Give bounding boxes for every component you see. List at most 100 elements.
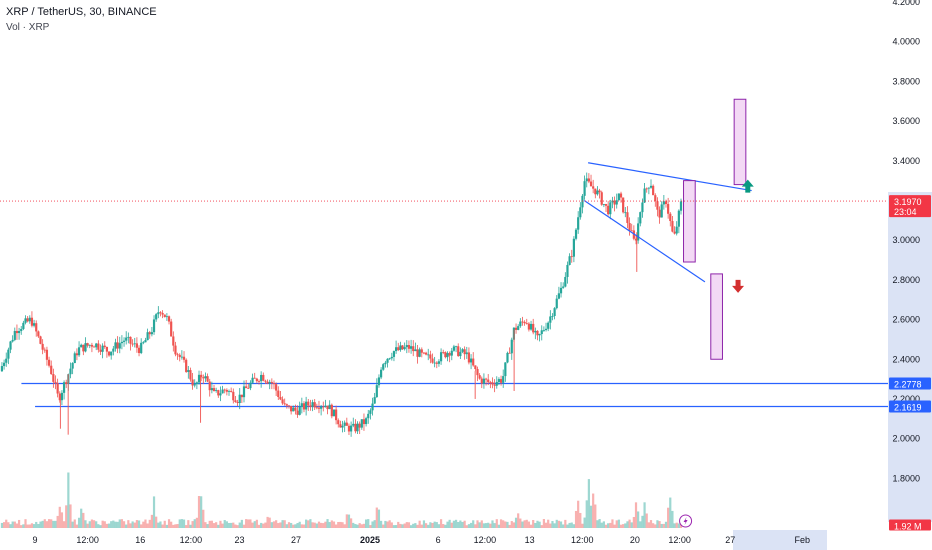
candle-body <box>390 356 393 359</box>
volume-bar <box>658 521 661 528</box>
candle-body <box>675 226 678 234</box>
candle-body <box>217 390 220 396</box>
candle-body <box>270 381 273 383</box>
volume-bar <box>133 522 136 528</box>
candle-body <box>403 347 406 350</box>
candle-body <box>660 204 663 218</box>
volume-bar <box>272 521 276 528</box>
volume-bar <box>412 523 415 528</box>
volume-bar <box>11 521 14 528</box>
candle-body <box>296 410 299 415</box>
candle-body <box>626 212 629 223</box>
volume-bar <box>487 522 490 528</box>
target-box-3[interactable] <box>733 98 747 186</box>
y-tick-label: 3.0000 <box>892 235 920 245</box>
candle-body <box>397 347 400 351</box>
candle-body <box>521 321 524 323</box>
candle-body <box>630 230 633 232</box>
last-price-tag-text: 23:04 <box>894 207 917 217</box>
y-tick-label: 3.6000 <box>892 116 920 126</box>
candle-body <box>414 349 417 352</box>
candle-body <box>613 200 616 205</box>
volume-bar <box>634 502 638 528</box>
candle-body <box>491 382 494 385</box>
candle-body <box>392 351 396 357</box>
candle-body <box>285 404 288 406</box>
candle-body <box>146 332 149 341</box>
candle-body <box>622 197 625 213</box>
candle-body <box>148 332 151 335</box>
candle-body <box>474 365 477 370</box>
candle-body <box>525 323 528 324</box>
target-box-2[interactable] <box>710 273 723 360</box>
arrow-up-icon[interactable] <box>741 179 754 193</box>
volume-bar <box>403 523 406 528</box>
arrow-down-icon[interactable] <box>732 279 745 293</box>
volume-bar <box>489 523 492 528</box>
volume-bar <box>277 523 280 528</box>
volume-bar <box>197 496 201 528</box>
volume-bar <box>467 524 471 528</box>
candle-body <box>577 217 580 230</box>
volume-bar <box>495 519 498 528</box>
volume-bar <box>433 521 436 528</box>
price-axis-highlight <box>888 192 932 522</box>
support-1-tag-bg <box>889 377 931 390</box>
volume-bar <box>628 519 631 528</box>
volume-bar <box>204 522 207 528</box>
candle-body <box>482 378 486 384</box>
candle-body <box>77 347 81 356</box>
volume-bar <box>482 523 486 528</box>
volume-bar <box>420 524 423 528</box>
trendline-upper[interactable] <box>588 162 752 192</box>
candle-body <box>311 402 314 407</box>
volume-bar <box>384 520 387 528</box>
volume-bar <box>232 522 235 528</box>
volume-bar <box>392 525 396 528</box>
volume-bar <box>122 521 126 528</box>
candle-body <box>517 326 520 330</box>
candle-body <box>643 188 646 203</box>
candle-body <box>412 346 415 352</box>
volume-bar <box>9 524 12 528</box>
candle-body <box>60 392 64 401</box>
volume-bar <box>210 520 213 528</box>
candle-body <box>152 319 156 333</box>
candle-body <box>88 344 91 346</box>
volume-bar <box>234 524 237 528</box>
target-box-1[interactable] <box>683 180 696 263</box>
candle-body <box>281 399 284 404</box>
volume-bar <box>300 524 303 528</box>
candle-body <box>360 419 363 428</box>
candle-body <box>463 349 466 355</box>
volume-bar <box>367 519 370 528</box>
volume-bar <box>217 524 220 528</box>
candle-body <box>600 192 603 205</box>
candle-body <box>527 323 531 330</box>
candle-body <box>476 369 479 376</box>
volume-indicator-label[interactable]: Vol · XRP <box>6 22 50 33</box>
volume-bar <box>330 520 333 528</box>
candle-body <box>313 402 316 408</box>
volume-bar <box>24 519 27 528</box>
volume-bar <box>307 520 310 528</box>
candle-body <box>69 368 72 375</box>
volume-bar <box>613 524 616 528</box>
volume-bar <box>622 524 625 528</box>
candle-body <box>208 381 211 391</box>
candle-body <box>180 356 183 358</box>
candle-body <box>133 343 136 345</box>
volume-bar <box>73 519 76 528</box>
candle-body <box>652 185 655 196</box>
candle-body <box>35 323 38 332</box>
candle-body <box>105 346 109 352</box>
candle-body <box>538 334 541 336</box>
trendline-lower[interactable] <box>583 199 706 283</box>
y-tick-label: 3.8000 <box>892 76 920 86</box>
candle-body <box>50 365 53 375</box>
candle-body <box>204 376 207 379</box>
volume-bar <box>309 519 312 528</box>
candle-body <box>523 321 526 324</box>
volume-bar <box>652 523 655 528</box>
